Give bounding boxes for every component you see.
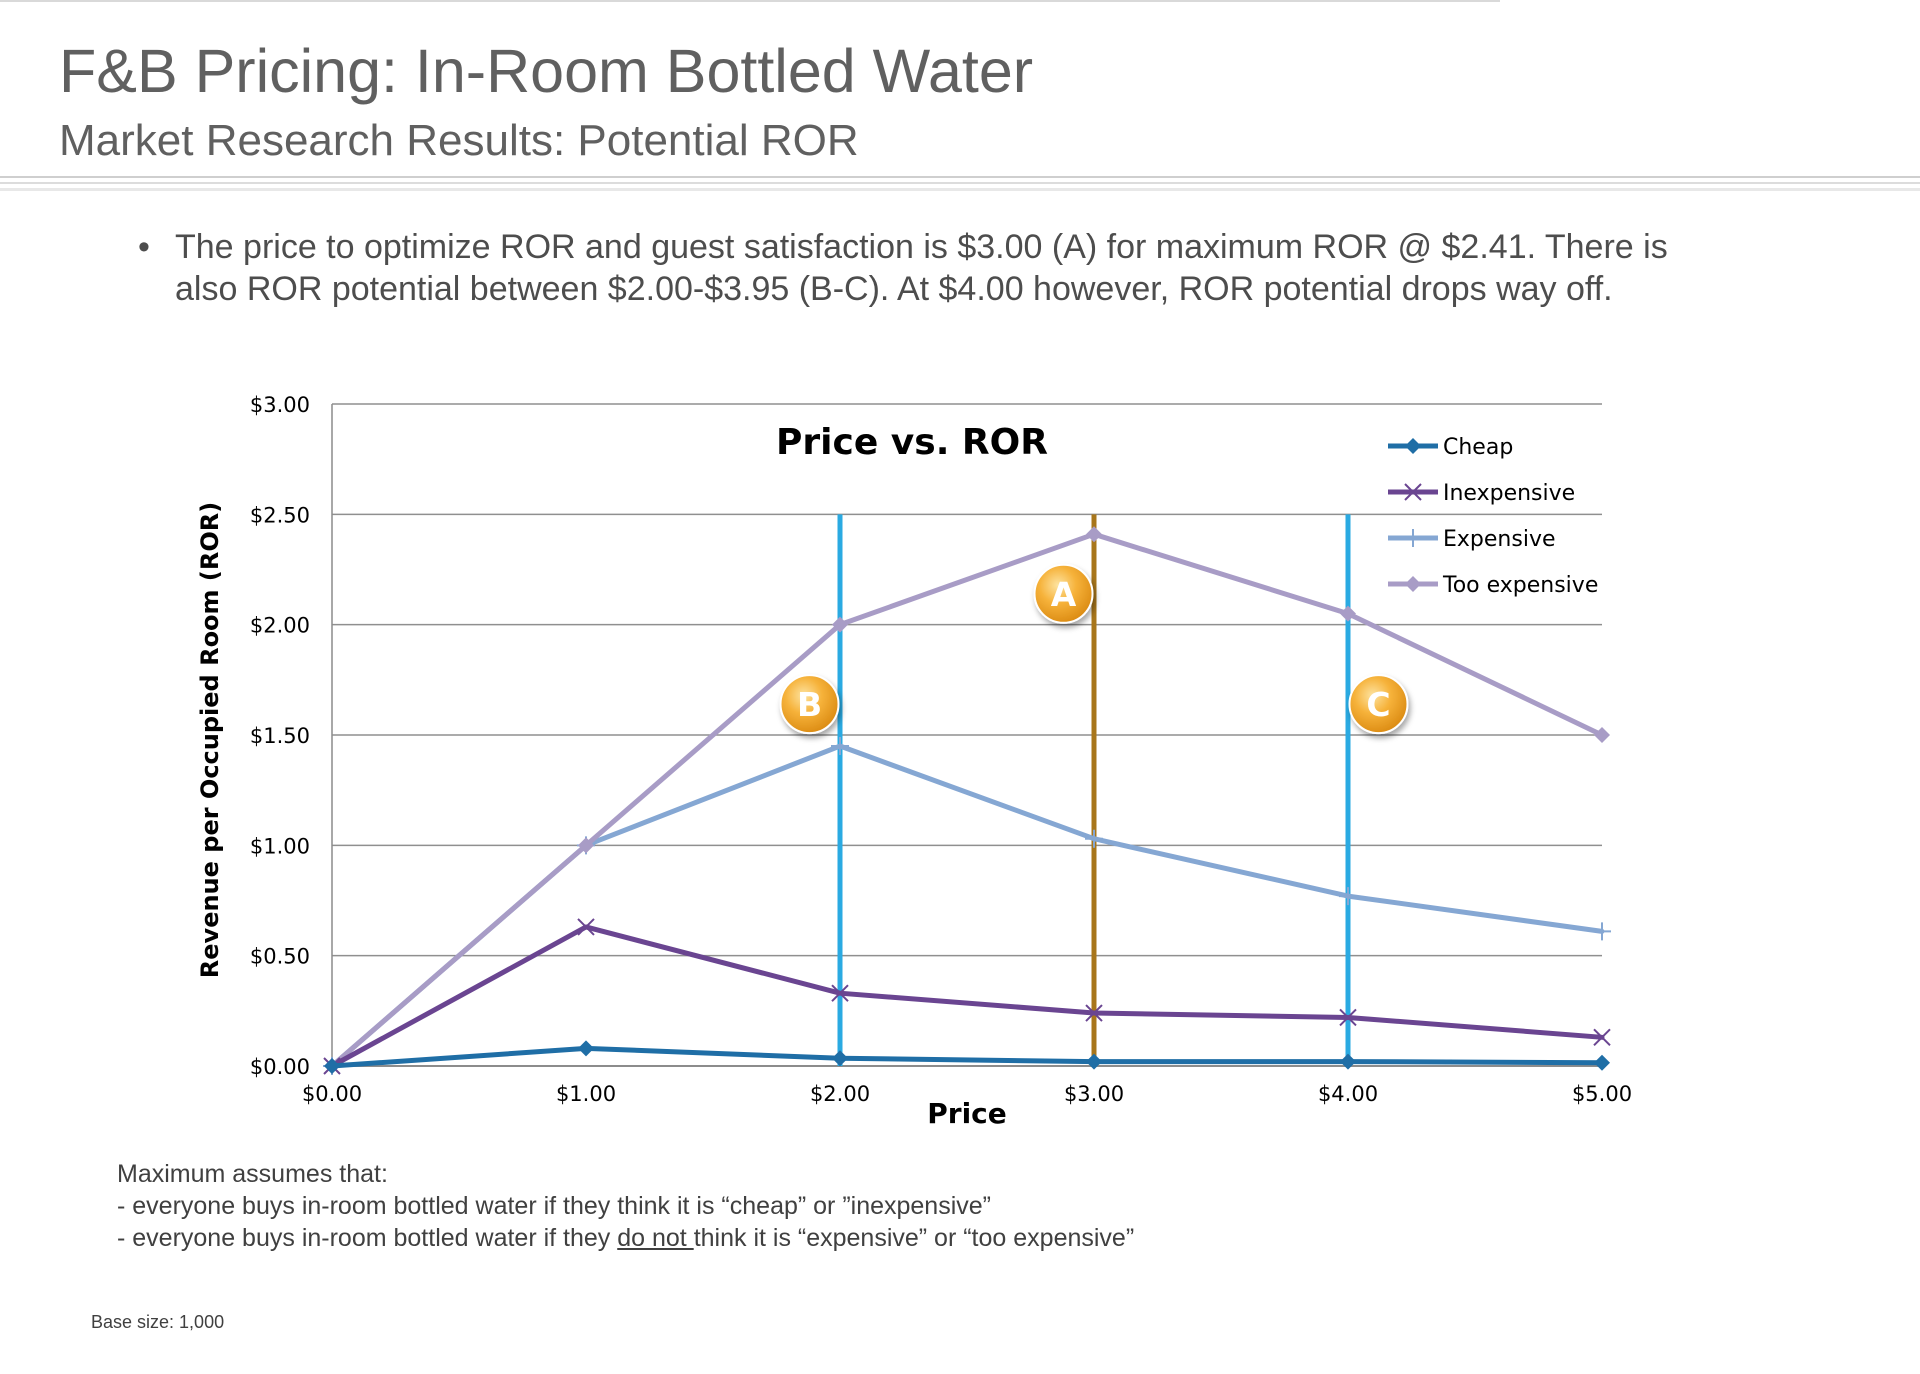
series-line-too-expensive (329, 531, 1605, 1069)
y-tick-label: $0.00 (250, 1055, 310, 1079)
assumption-notes: Maximum assumes that: - everyone buys in… (117, 1158, 1134, 1254)
data-point-expensive (1339, 887, 1357, 906)
base-size-note: Base size: 1,000 (91, 1312, 225, 1332)
data-point-inexpensive (577, 918, 595, 936)
bullet-point-icon: • (138, 228, 150, 266)
legend-marker-expensive (1404, 529, 1422, 547)
y-tick-label: $1.50 (250, 724, 310, 748)
legend-label-expensive: Expensive (1443, 527, 1556, 552)
notes-line-2-start: - everyone buys in-room bottled water if… (117, 1224, 618, 1252)
x-tick-label: $2.00 (810, 1082, 870, 1106)
data-point-too-expensive (1086, 526, 1102, 543)
y-axis-title: Revenue per Occupied Room (ROR) (196, 502, 224, 978)
data-point-inexpensive (1085, 1004, 1103, 1022)
y-tick-label: $2.50 (250, 503, 310, 527)
data-point-too-expensive (832, 616, 848, 633)
legend-marker-cheap (1405, 438, 1421, 454)
chart-title: Price vs. ROR (776, 422, 1048, 463)
data-point-inexpensive (831, 984, 849, 1002)
data-point-cheap (1340, 1053, 1356, 1070)
series-line-expensive (329, 743, 1605, 1069)
x-tick-label: $4.00 (1318, 1082, 1378, 1106)
x-tick-label: $3.00 (1064, 1082, 1124, 1106)
annotation-badge-label: C (1366, 685, 1390, 724)
slide-subtitle: Market Research Results: Potential ROR (59, 116, 859, 165)
annotation-badges: A B C (779, 563, 1409, 735)
y-tick-label: $1.00 (250, 834, 310, 858)
data-point-too-expensive (1340, 605, 1356, 622)
notes-heading: Maximum assumes that: (117, 1160, 388, 1188)
notes-line-1: - everyone buys in-room bottled water if… (117, 1192, 991, 1220)
series-line-cheap (329, 1045, 1605, 1069)
annotation-badge (779, 674, 840, 735)
header-divider (0, 176, 1920, 178)
gridlines (332, 403, 1602, 1067)
legend-marker-inexpensive (1404, 483, 1422, 501)
series-lines (323, 526, 1611, 1075)
annotation-badge (1033, 563, 1094, 624)
notes-line-2-end: think it is “expensive” or “too expensiv… (693, 1224, 1135, 1252)
data-point-cheap (578, 1040, 594, 1057)
data-point-inexpensive (1339, 1008, 1357, 1027)
data-point-too-expensive (1594, 727, 1610, 743)
data-point-cheap (832, 1050, 848, 1067)
y-tick-label: $0.50 (250, 945, 310, 969)
legend-marker-too-expensive (1405, 576, 1421, 592)
data-point-cheap (1086, 1053, 1102, 1070)
y-tick-label: $3.00 (250, 393, 310, 417)
legend: Cheap Inexpensive Expensive Too expensive (1388, 435, 1598, 598)
header-divider (0, 182, 1920, 184)
data-point-expensive (1593, 922, 1611, 941)
notes-line-2: - everyone buys in-room bottled water if… (117, 1222, 1134, 1254)
chart-labels: $0.00 $0.50 $1.00 $1.50 $2.00 $2.50 $3.00 $0.00… (196, 393, 1632, 1130)
data-point-cheap (1594, 1054, 1610, 1071)
annotation-badge (1348, 674, 1409, 735)
x-axis-title: Price (927, 1097, 1007, 1130)
data-point-expensive (831, 737, 849, 756)
legend-label-cheap: Cheap (1443, 435, 1513, 460)
legend-label-inexpensive: Inexpensive (1443, 481, 1575, 506)
x-tick-label: $5.00 (1572, 1082, 1632, 1106)
annotation-badge-label: A (1051, 575, 1077, 614)
data-point-cheap (324, 1058, 340, 1074)
top-rule (0, 0, 1500, 2)
x-tick-label: $1.00 (556, 1082, 616, 1106)
slide-title: F&B Pricing: In-Room Bottled Water (59, 37, 1034, 105)
y-tick-label: $2.00 (250, 614, 310, 638)
annotation-badge-label: B (797, 685, 822, 724)
summary-line-1: The price to optimize ROR and guest sati… (175, 228, 1668, 266)
header-divider (0, 188, 1920, 191)
summary-line-2: also ROR potential between $2.00-$3.95 (… (175, 270, 1613, 308)
legend-label-too-expensive: Too expensive (1442, 573, 1598, 598)
x-tick-label: $0.00 (302, 1082, 362, 1106)
series-line-inexpensive (329, 924, 1605, 1069)
summary-bullet: The price to optimize ROR and guest sati… (175, 226, 1875, 310)
data-point-expensive (1085, 829, 1103, 848)
data-point-too-expensive (578, 837, 594, 854)
notes-line-2-underlined: do not (617, 1224, 694, 1252)
data-point-inexpensive (1593, 1028, 1611, 1047)
